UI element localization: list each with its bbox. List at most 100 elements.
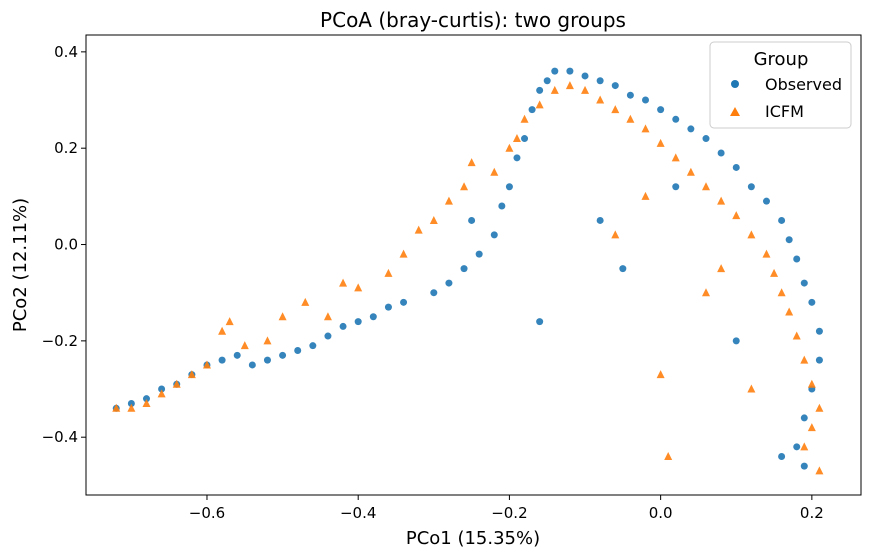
point-icfm: [702, 288, 710, 297]
point-icfm: [807, 379, 816, 388]
point-icfm: [399, 249, 408, 258]
point-observed: [778, 452, 786, 460]
point-icfm: [187, 370, 196, 379]
point-icfm: [142, 398, 151, 407]
point-observed: [626, 91, 634, 99]
point-icfm: [490, 167, 499, 176]
x-axis-ticks: −0.6 −0.4 −0.2 0.0 0.2: [189, 495, 824, 522]
point-icfm: [747, 230, 756, 239]
y-tick-label: −0.2: [42, 332, 78, 350]
point-icfm: [157, 389, 166, 398]
point-observed: [248, 361, 256, 369]
point-icfm: [565, 81, 574, 90]
point-observed: [732, 337, 740, 345]
point-icfm: [218, 326, 227, 335]
point-icfm: [747, 384, 756, 393]
point-observed: [127, 399, 135, 407]
point-icfm: [641, 191, 650, 200]
point-icfm: [202, 360, 211, 369]
y-axis-label: PCo2 (12.11%): [10, 198, 31, 332]
point-icfm: [800, 442, 809, 451]
point-icfm: [702, 182, 710, 191]
point-observed: [800, 462, 808, 470]
point-observed: [430, 289, 438, 297]
point-observed: [543, 77, 551, 85]
chart-title: PCoA (bray-curtis): two groups: [320, 8, 626, 32]
point-icfm: [762, 249, 771, 258]
point-observed: [596, 216, 604, 224]
point-observed: [490, 231, 498, 239]
point-observed: [808, 298, 816, 306]
x-tick-label: 0.2: [800, 504, 824, 522]
point-icfm: [467, 158, 476, 167]
point-observed: [732, 163, 740, 171]
point-icfm: [777, 288, 786, 297]
point-observed: [536, 86, 544, 94]
point-icfm: [512, 134, 521, 143]
point-icfm: [641, 124, 650, 133]
point-icfm: [112, 403, 121, 412]
x-axis-label: PCo1 (15.35%): [406, 528, 540, 549]
x-tick-label: −0.2: [491, 504, 527, 522]
point-observed: [536, 318, 544, 326]
point-icfm: [626, 114, 635, 123]
point-observed: [498, 202, 506, 210]
point-observed: [702, 135, 710, 143]
plot-frame: [85, 34, 862, 496]
legend-box: [709, 41, 852, 129]
point-observed: [785, 236, 793, 244]
point-icfm: [717, 196, 726, 205]
point-observed: [142, 395, 150, 403]
point-icfm: [581, 85, 590, 94]
point-observed: [468, 216, 476, 224]
point-icfm: [172, 379, 181, 388]
point-observed: [445, 279, 453, 287]
point-icfm: [807, 423, 816, 432]
point-observed: [815, 356, 823, 364]
point-observed: [400, 298, 408, 306]
legend: Group Observed ICFM: [709, 41, 852, 129]
y-tick-label: 0.2: [54, 139, 78, 157]
point-observed: [619, 265, 627, 273]
point-icfm: [384, 268, 393, 277]
point-observed: [369, 313, 377, 321]
point-observed: [475, 250, 483, 258]
point-icfm: [732, 211, 741, 220]
point-observed: [309, 342, 317, 350]
x-tick-label: −0.4: [340, 504, 376, 522]
point-observed: [747, 183, 755, 191]
point-observed: [778, 216, 786, 224]
point-icfm: [429, 215, 438, 224]
y-axis-ticks: −0.4 −0.2 0.0 0.2 0.4: [42, 43, 86, 446]
point-observed: [324, 332, 332, 340]
point-observed: [657, 106, 665, 114]
point-icfm: [800, 355, 809, 364]
point-observed: [513, 154, 521, 162]
legend-label-observed: Observed: [765, 75, 842, 94]
point-observed: [339, 322, 347, 330]
point-icfm: [785, 307, 794, 316]
point-observed: [218, 356, 226, 364]
y-tick-label: 0.4: [54, 43, 78, 61]
x-tick-label: −0.6: [189, 504, 225, 522]
point-observed: [672, 183, 680, 191]
point-observed: [611, 82, 619, 90]
point-observed: [528, 106, 536, 114]
point-icfm: [717, 264, 726, 273]
point-icfm: [815, 466, 824, 475]
point-observed: [263, 356, 271, 364]
point-observed: [717, 149, 725, 157]
point-observed: [551, 67, 559, 75]
point-icfm: [127, 403, 136, 412]
point-icfm: [596, 95, 605, 104]
point-icfm: [671, 153, 680, 162]
point-icfm: [792, 331, 801, 340]
point-icfm: [354, 283, 363, 292]
point-icfm: [664, 451, 673, 460]
point-icfm: [686, 167, 695, 176]
point-observed: [687, 125, 695, 133]
point-icfm: [240, 341, 249, 350]
point-icfm: [414, 225, 423, 234]
point-icfm: [611, 105, 620, 114]
